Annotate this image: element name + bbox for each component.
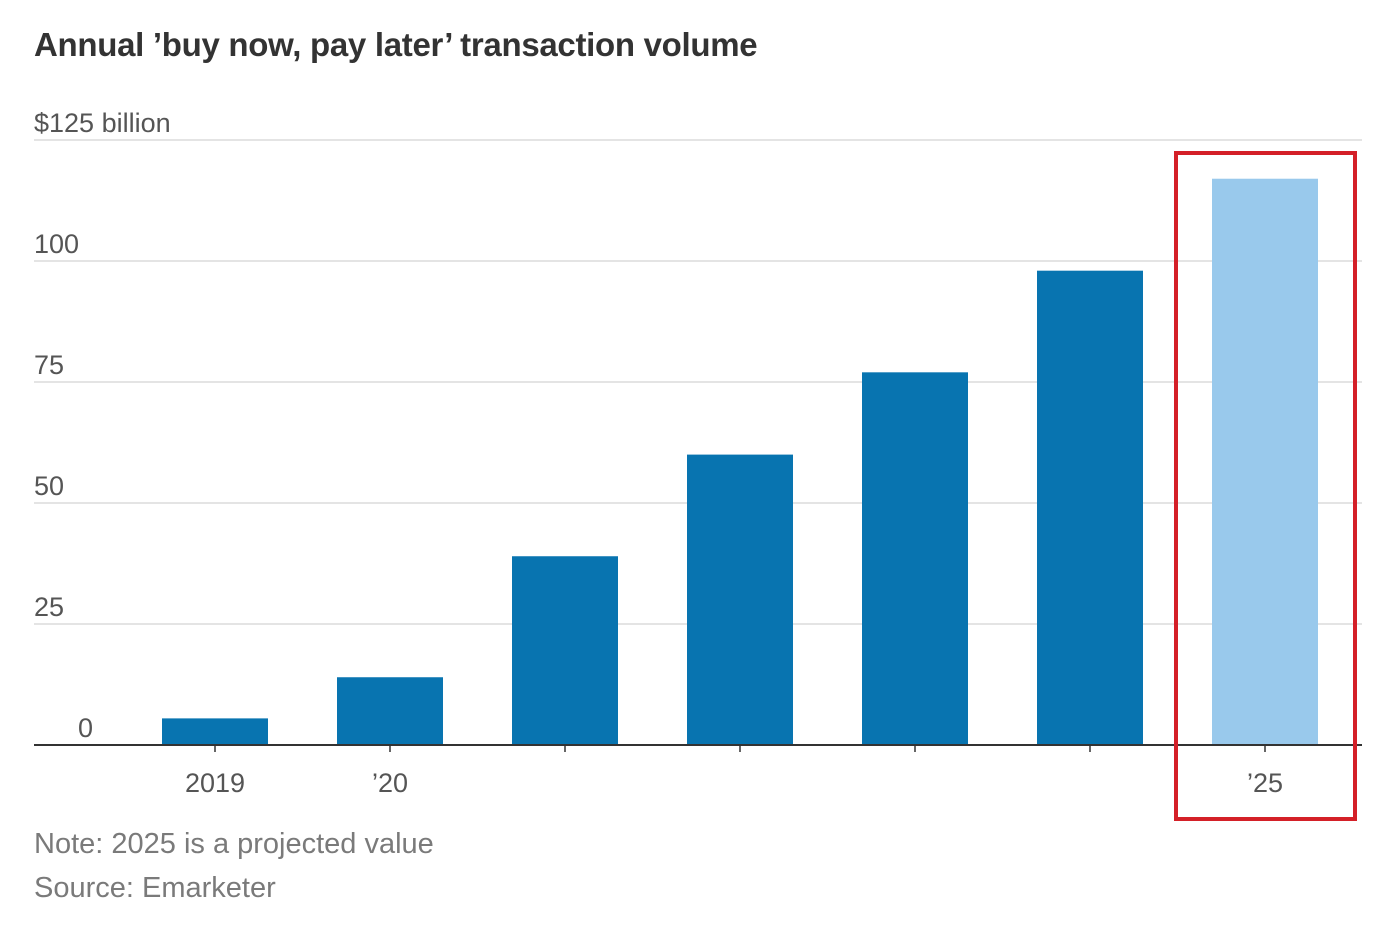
bar-2022 [687, 454, 793, 745]
chart-title: Annual ’buy now, pay later’ transaction … [34, 26, 758, 63]
bar-2023 [862, 372, 968, 745]
x-tick-label-2019: 2019 [185, 768, 245, 798]
x-tick-label-2025: ’25 [1247, 768, 1283, 798]
highlight-annotation [1174, 151, 1357, 821]
bar-2025 [1212, 178, 1318, 746]
y-tick-label-0: 0 [78, 713, 93, 743]
chart-source: Source: Emarketer [34, 872, 276, 904]
y-tick-label-75: 75 [34, 350, 64, 380]
bar-2019 [162, 718, 268, 745]
chart-note: Note: 2025 is a projected value [34, 828, 434, 860]
y-tick-label-100: 100 [34, 229, 79, 259]
y-tick-label-125: $125 billion [34, 108, 171, 138]
bar-2024 [1037, 270, 1143, 745]
y-tick-label-25: 25 [34, 592, 64, 622]
y-axis-ticks: 0 25 50 75 100 $125 billion [34, 108, 171, 743]
bars [162, 178, 1318, 746]
bar-2021 [512, 556, 618, 745]
bar-2020 [337, 677, 443, 745]
y-tick-label-50: 50 [34, 471, 64, 501]
x-tick-label-2020: ’20 [372, 768, 408, 798]
highlight-box-2025 [1174, 151, 1357, 821]
x-axis-ticks: 2019 ’20 ’25 [185, 745, 1283, 798]
